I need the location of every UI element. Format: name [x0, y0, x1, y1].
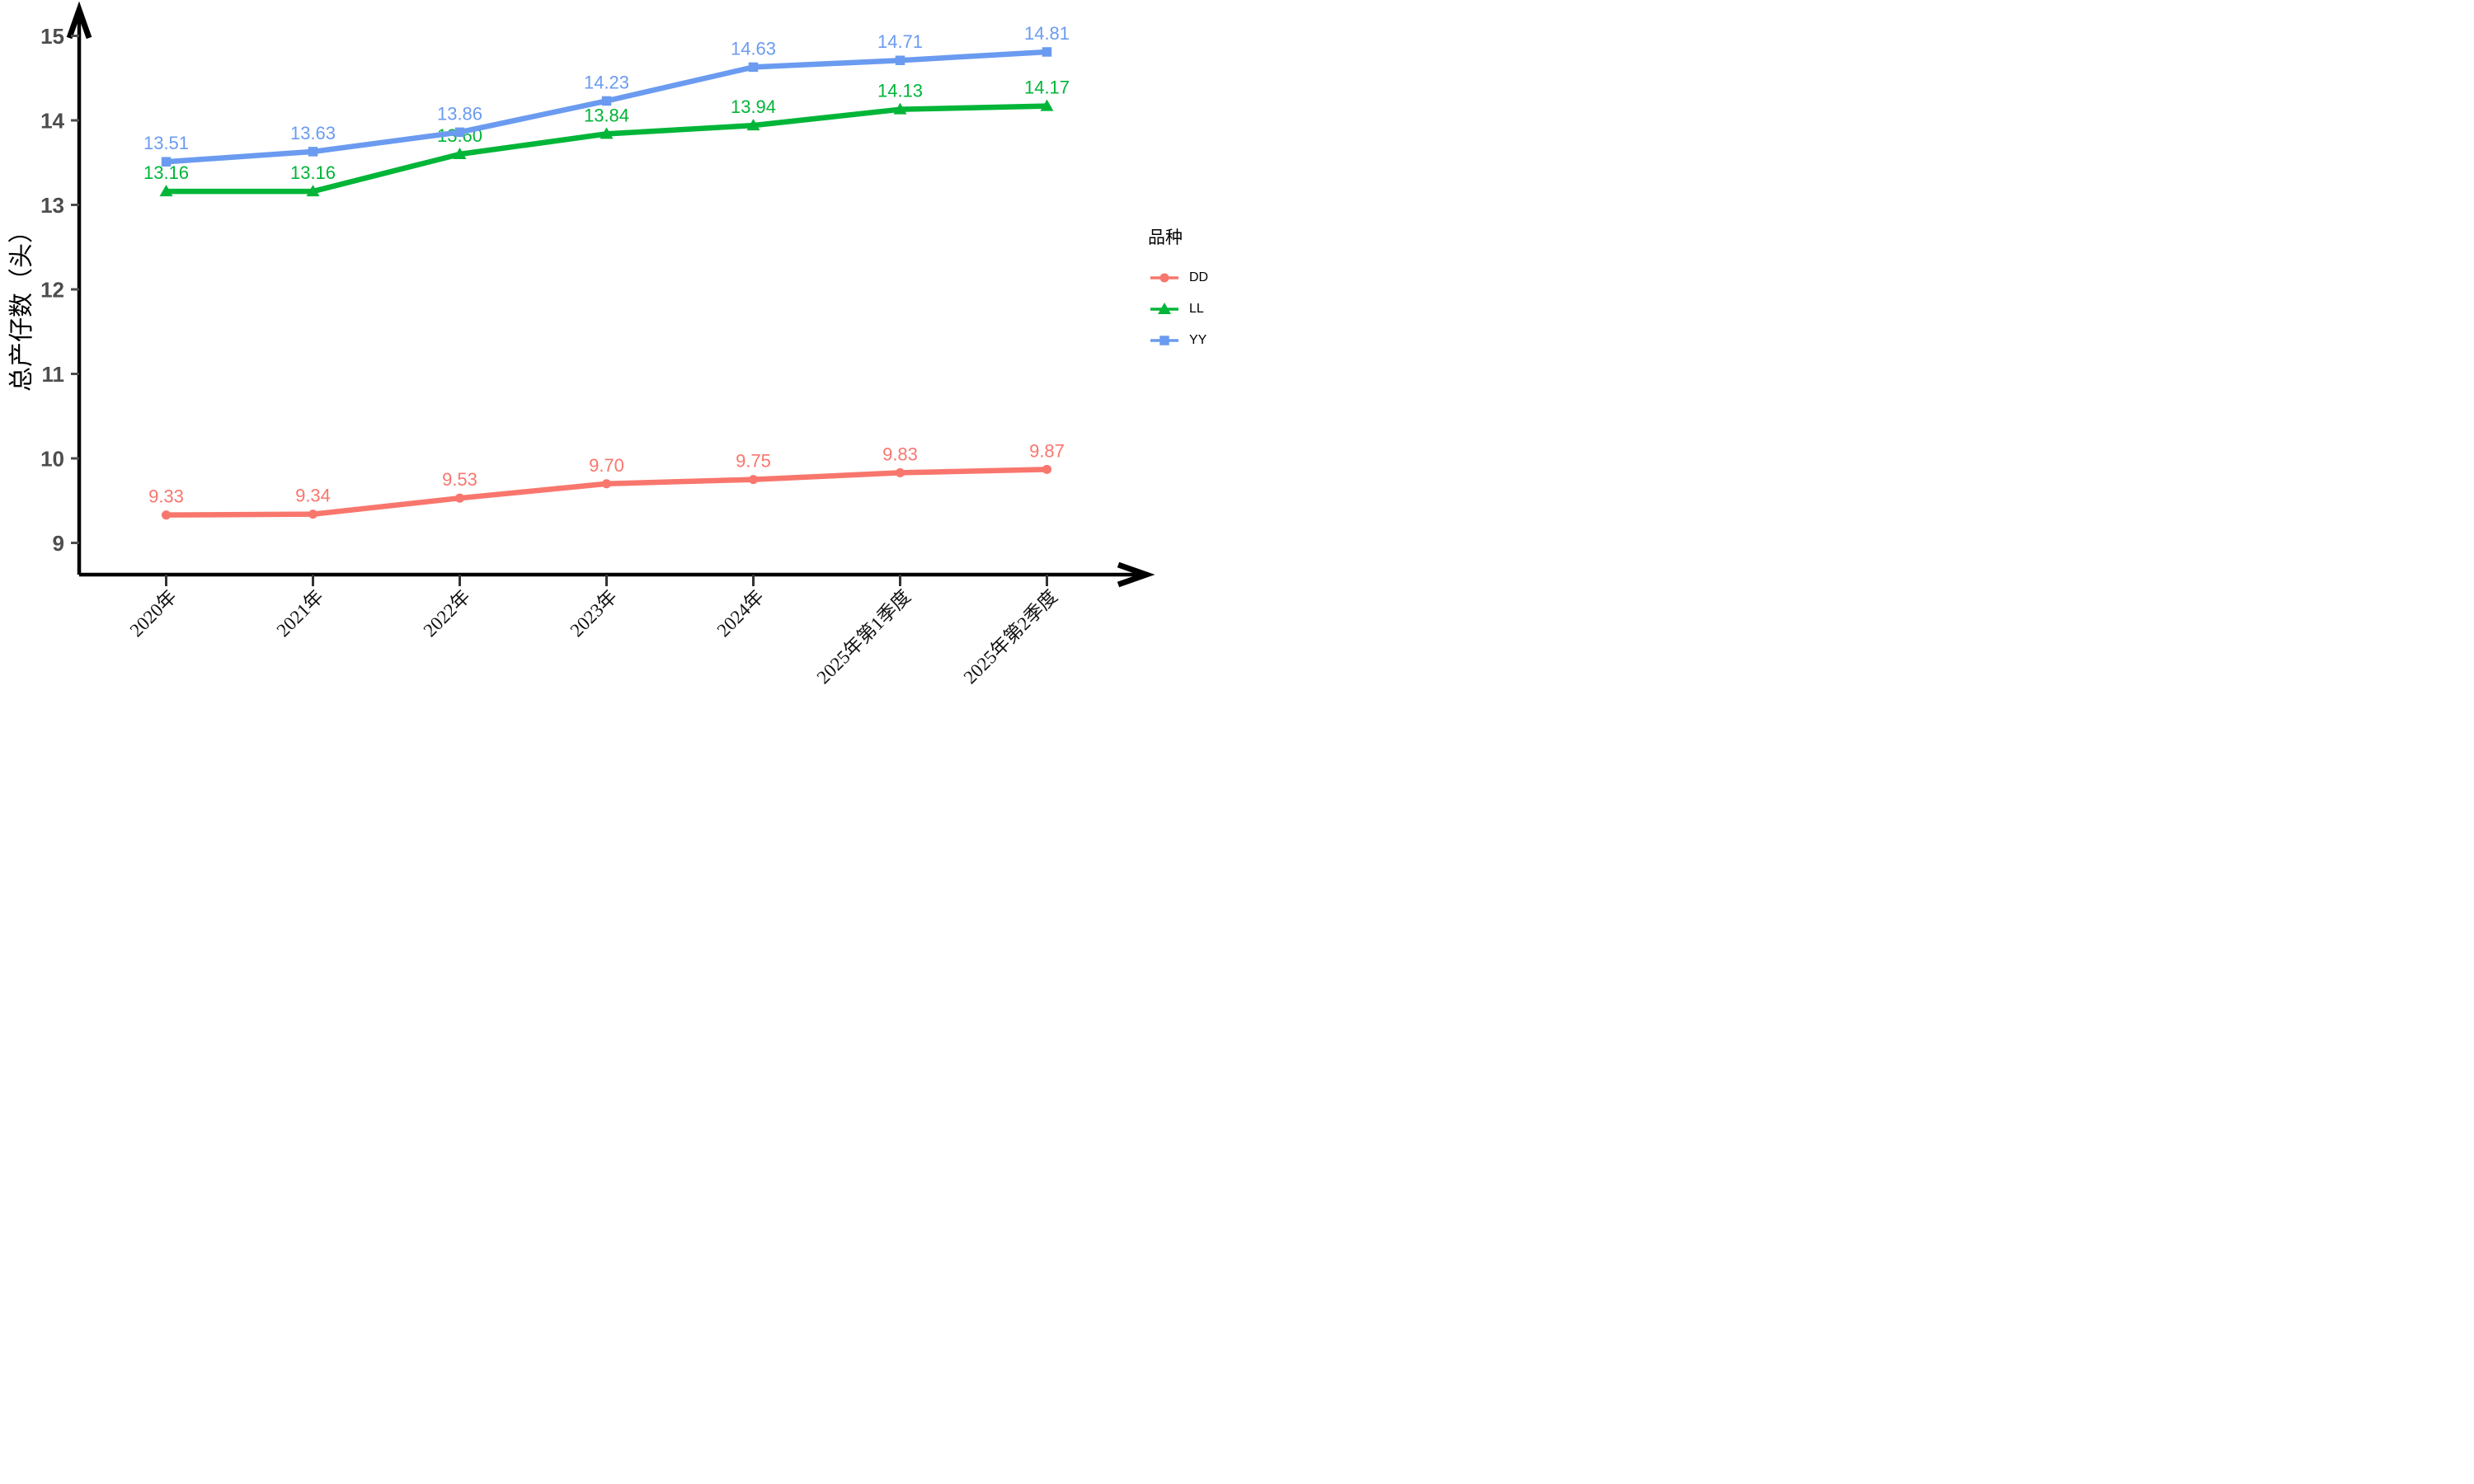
series-yy: 13.51 13.63 13.86 14.23 14.63 14.71 14.81 — [143, 23, 1070, 167]
circle-marker — [308, 510, 317, 519]
data-label-yy: 13.51 — [143, 133, 189, 153]
data-label-ll: 14.13 — [877, 81, 923, 101]
square-marker — [308, 147, 318, 157]
legend-key-marker — [1159, 336, 1169, 345]
y-tick-label: 9 — [53, 531, 64, 556]
data-label-dd: 9.53 — [442, 469, 477, 490]
data-label-dd: 9.87 — [1029, 440, 1065, 461]
square-marker — [454, 127, 465, 138]
triangle-marker — [306, 185, 320, 197]
x-tick-label: 2020年 — [126, 586, 181, 641]
line-chart-figure: 9 10 11 12 13 14 15 2020年 2021年 2022年 2023年 2024年 20… — [0, 0, 1237, 742]
legend-label: DD — [1189, 270, 1209, 284]
legend-item-ll: LL — [1148, 300, 1235, 318]
x-tick-label: 2022年 — [420, 586, 474, 641]
data-label-dd: 9.83 — [882, 444, 918, 464]
legend-label: LL — [1189, 302, 1204, 316]
data-label-yy: 14.81 — [1024, 23, 1070, 44]
legend-key-marker — [1158, 303, 1171, 314]
square-marker — [1042, 47, 1052, 57]
data-label-yy: 13.63 — [290, 123, 336, 143]
x-tick-label: 2024年 — [713, 586, 768, 641]
data-label-ll: 13.94 — [731, 96, 776, 117]
triangle-marker — [453, 148, 467, 159]
triangle-key-icon — [1150, 303, 1178, 314]
circle-marker — [1042, 464, 1051, 474]
x-axis-arrow-icon — [1117, 561, 1155, 588]
data-label-dd: 9.70 — [589, 455, 624, 476]
y-tick-label: 12 — [40, 278, 64, 303]
triangle-marker — [746, 119, 760, 131]
legend-key-marker — [1159, 273, 1169, 283]
x-tick-label: 2021年 — [273, 586, 327, 641]
data-label-yy: 14.63 — [731, 38, 776, 59]
legend-title: 品种 — [1148, 228, 1183, 247]
data-label-yy: 14.23 — [584, 72, 629, 92]
series-dd: 9.33 9.34 9.53 9.70 9.75 9.83 9.87 — [148, 440, 1065, 520]
x-tick-label: 2025年第2季度 — [960, 586, 1061, 688]
circle-marker — [162, 510, 171, 520]
data-label-yy: 14.71 — [877, 31, 923, 52]
y-tick-label: 14 — [40, 109, 64, 134]
legend-item-yy: YY — [1148, 331, 1235, 350]
square-marker — [895, 55, 905, 65]
x-tick-label: 2025年第1季度 — [813, 586, 915, 688]
data-label-yy: 13.86 — [437, 103, 482, 124]
circle-marker — [896, 467, 905, 477]
triangle-marker — [159, 185, 173, 197]
y-axis-title: 总产仔数（头） — [8, 218, 35, 392]
square-marker — [748, 62, 759, 73]
y-tick-label: 10 — [40, 447, 64, 472]
data-label-dd: 9.33 — [148, 486, 184, 507]
data-label-ll: 13.84 — [584, 105, 629, 125]
legend-label: YY — [1189, 333, 1207, 347]
triangle-marker — [1040, 99, 1054, 111]
square-marker — [601, 96, 612, 106]
legend-item-dd: DD — [1148, 269, 1235, 287]
square-key-icon — [1150, 336, 1178, 345]
circle-key-icon — [1150, 273, 1178, 283]
circle-marker — [602, 479, 611, 489]
triangle-marker — [600, 127, 614, 139]
y-axis-arrow-icon — [66, 1, 92, 40]
data-label-ll: 13.16 — [290, 162, 336, 183]
y-tick-label: 11 — [42, 362, 65, 387]
data-label-dd: 9.34 — [295, 486, 331, 506]
y-tick-label: 15 — [40, 24, 64, 49]
data-label-ll: 14.17 — [1024, 77, 1070, 98]
y-tick-label: 13 — [40, 193, 64, 218]
circle-marker — [455, 493, 464, 503]
legend: 品种 DD LL YY — [1148, 224, 1235, 363]
data-label-dd: 9.75 — [736, 451, 771, 472]
square-marker — [161, 157, 172, 167]
x-tick-label: 2023年 — [567, 586, 621, 641]
legend-rows: DD LL YY — [1148, 269, 1235, 350]
line-chart: 9 10 11 12 13 14 15 2020年 2021年 2022年 2023年 2024年 20… — [8, 1, 1155, 688]
triangle-marker — [893, 102, 907, 115]
circle-marker — [749, 475, 758, 485]
